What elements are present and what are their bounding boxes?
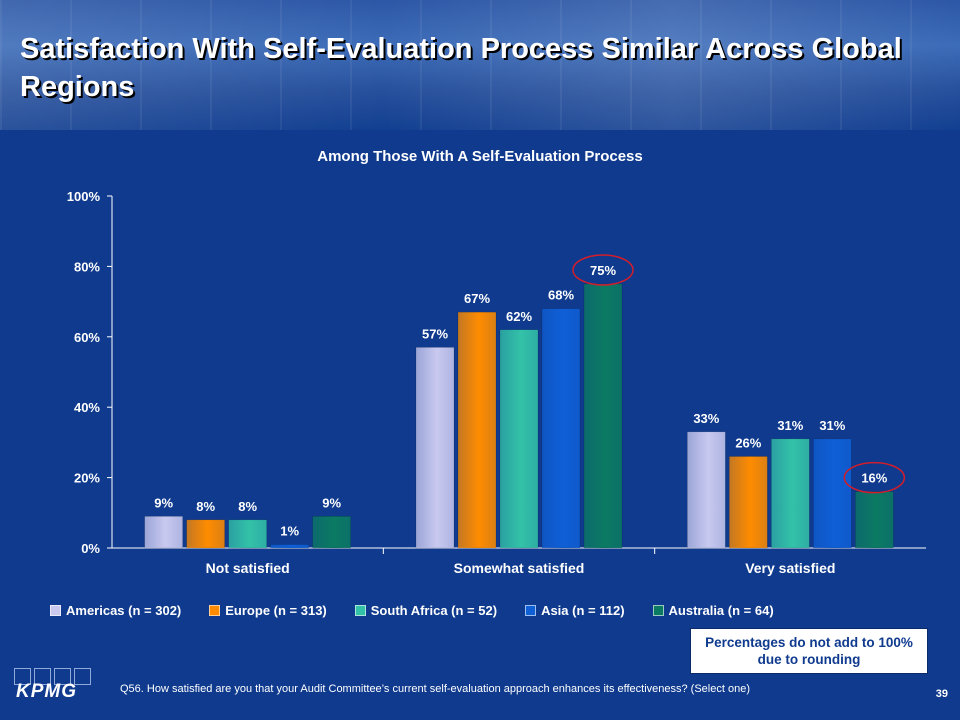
legend-swatch [652, 605, 664, 616]
legend-label: Australia (n = 64) [668, 603, 774, 618]
bar-asia-not-satisfied [270, 544, 309, 549]
data-label: 8% [238, 499, 257, 514]
kpmg-logo: KPMG [14, 668, 104, 710]
legend-swatch [209, 605, 221, 616]
data-label: 9% [154, 495, 173, 510]
data-label: 68% [548, 288, 574, 303]
rounding-note: Percentages do not add to 100% due to ro… [690, 628, 928, 674]
bar-asia-somewhat-satisfied [541, 308, 581, 549]
category-label-very-satisfied: Very satisfied [745, 560, 835, 576]
y-tick-label: 80% [74, 259, 100, 274]
y-tick-label: 0% [81, 541, 100, 556]
bar-americas-very-satisfied [687, 431, 726, 549]
data-label: 57% [422, 326, 448, 341]
bar-asia-very-satisfied [813, 438, 852, 549]
y-tick-label: 100% [67, 189, 101, 204]
legend-swatch [525, 605, 537, 616]
legend-label: Europe (n = 313) [225, 603, 327, 618]
bar-chart: 0% 20% 40% 60% 80% 100% 9% 8% 8% 1% 9% Not satisfie… [67, 189, 926, 576]
category-label-somewhat-satisfied: Somewhat satisfied [454, 560, 585, 576]
bar-americas-not-satisfied [144, 516, 183, 549]
legend-swatch [354, 605, 366, 616]
bar-australia-very-satisfied [855, 491, 894, 549]
chart-title: Among Those With A Self-Evaluation Proce… [317, 148, 643, 165]
legend-item-south-africa: South Africa (n = 52) [354, 603, 498, 618]
legend-item-americas: Americas (n = 302) [50, 603, 181, 618]
data-label: 62% [506, 309, 532, 324]
legend-label: Americas (n = 302) [66, 603, 182, 618]
legend-item-europe: Europe (n = 313) [209, 603, 327, 618]
y-tick-label: 20% [74, 471, 100, 486]
bar-south-africa-not-satisfied [228, 519, 267, 549]
data-label: 26% [735, 435, 761, 450]
data-label: 1% [280, 523, 299, 538]
data-label: 16% [861, 471, 887, 486]
legend-label: Asia (n = 112) [541, 603, 625, 618]
data-label: 9% [322, 495, 341, 510]
legend-label: South Africa (n = 52) [370, 603, 498, 618]
bar-south-africa-very-satisfied [771, 438, 810, 549]
data-label: 67% [464, 291, 490, 306]
chart-legend: Americas (n = 302) Europe (n = 313) South … [50, 603, 930, 618]
y-tick-label: 40% [74, 400, 100, 415]
bar-europe-not-satisfied [186, 519, 225, 549]
highlight-circle [572, 254, 634, 286]
bar-australia-not-satisfied [312, 516, 351, 549]
bar-europe-very-satisfied [729, 456, 768, 549]
data-label: 75% [590, 263, 616, 278]
question-footnote: Q56. How satisfied are you that your Aud… [120, 683, 750, 695]
data-label: 33% [693, 411, 719, 426]
legend-item-australia: Australia (n = 64) [652, 603, 774, 618]
bar-europe-somewhat-satisfied [457, 311, 497, 549]
slide-title: Satisfaction With Self-Evaluation Proces… [20, 33, 902, 103]
bar-americas-somewhat-satisfied [415, 347, 455, 549]
highlight-circle [843, 461, 906, 494]
y-tick-label: 60% [74, 330, 100, 345]
legend-swatch [50, 605, 61, 616]
header-banner [0, 0, 960, 130]
data-label: 31% [819, 418, 845, 433]
data-label: 8% [196, 499, 215, 514]
page-number: 39 [935, 688, 948, 700]
logo-text: KPMG [16, 681, 77, 702]
legend-item-asia: Asia (n = 112) [525, 603, 625, 618]
bar-australia-somewhat-satisfied [583, 283, 623, 549]
data-label: 31% [777, 418, 803, 433]
bar-south-africa-somewhat-satisfied [499, 329, 539, 549]
category-label-not-satisfied: Not satisfied [206, 560, 290, 576]
